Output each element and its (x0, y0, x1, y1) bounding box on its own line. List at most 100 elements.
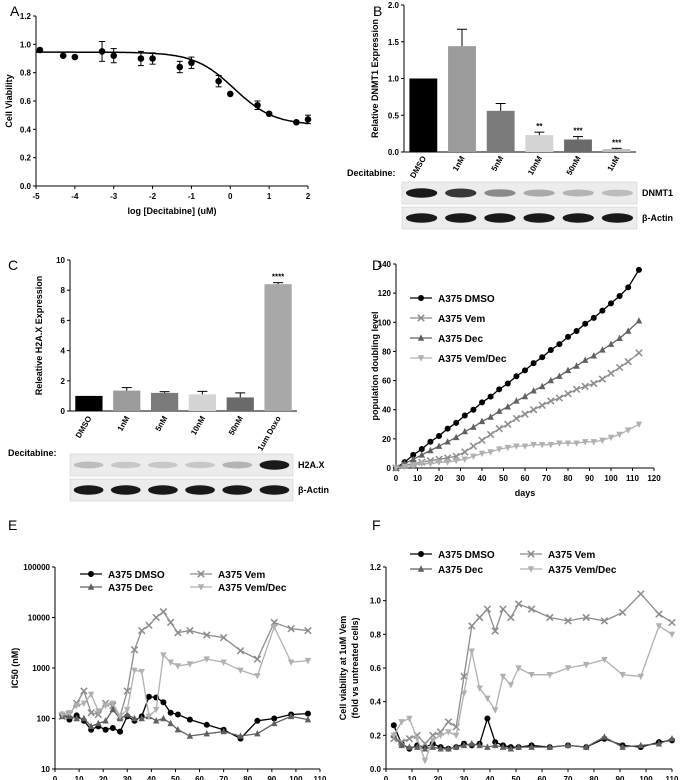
b-bar (602, 149, 631, 152)
d-data-point (470, 423, 477, 430)
c-treatment-label: Decitabine: (8, 448, 57, 458)
f-data-point (619, 672, 626, 679)
e-series-line (62, 625, 309, 718)
f-data-point (583, 661, 590, 669)
a-x-tick-label: -3 (110, 192, 118, 201)
f-data-point (637, 673, 644, 681)
c-blot-band (259, 485, 290, 495)
d-data-point (496, 446, 503, 453)
e-data-point (219, 633, 228, 642)
f-y-tick-label: 0.0 (370, 765, 382, 774)
panel-label-c: C (8, 257, 18, 273)
a-data-point (110, 52, 118, 59)
e-data-point (287, 659, 295, 666)
e-data-point (159, 608, 168, 616)
d-data-point (496, 407, 503, 414)
d-data-point (410, 455, 417, 462)
d-data-point (504, 403, 511, 410)
d-data-point (470, 453, 477, 461)
e-data-point (87, 691, 95, 699)
d-y-axis-label: population doubling level (370, 312, 380, 421)
f-data-point (546, 613, 554, 622)
f-data-point (582, 613, 590, 622)
d-data-point (436, 432, 442, 439)
d-x-tick-label: 10 (413, 474, 422, 483)
e-data-point (186, 661, 194, 668)
e-legend-marker (197, 584, 205, 591)
c-blot-strip (69, 478, 294, 502)
d-data-point (401, 463, 408, 471)
a-y-tick-label: 0.8 (20, 69, 32, 78)
d-legend-marker (418, 295, 424, 301)
d-legend-marker (417, 314, 425, 322)
b-blot-band (601, 213, 634, 223)
f-data-point (546, 672, 553, 679)
a-data-point (226, 90, 234, 98)
e-data-point (138, 668, 145, 676)
f-x-tick-label: 10 (408, 775, 417, 780)
e-data-point (124, 710, 131, 718)
f-data-point (484, 695, 491, 702)
e-data-point (271, 719, 278, 727)
a-y-tick-label: 1.2 (20, 12, 32, 21)
b-significance: *** (573, 127, 583, 136)
f-data-point (414, 736, 421, 743)
e-legend-marker (197, 570, 205, 578)
e-data-point (138, 714, 145, 722)
d-data-point (530, 360, 537, 367)
f-data-point (499, 605, 507, 613)
e-x-tick-label: 80 (243, 775, 252, 780)
a-x-tick-label: -1 (188, 192, 196, 201)
b-blot-band (445, 213, 477, 223)
e-x-tick-label: 90 (267, 775, 276, 780)
d-data-point (513, 373, 520, 380)
d-x-tick-label: 80 (564, 474, 573, 483)
a-data-point (215, 77, 222, 85)
d-y-tick-label: 140 (378, 260, 392, 269)
e-data-point (236, 646, 245, 655)
c-y-axis-label: Releative H2A.X Expression (34, 276, 44, 396)
e-data-point (174, 628, 182, 637)
f-data-point (437, 745, 444, 752)
d-x-tick-label: 60 (521, 474, 530, 483)
e-legend-marker (88, 571, 94, 577)
c-blot-strip (69, 453, 294, 477)
e-data-point (174, 711, 181, 718)
d-x-tick-label: 100 (604, 474, 618, 483)
d-data-point (478, 417, 486, 425)
e-data-point (287, 624, 295, 633)
e-data-point (152, 613, 160, 622)
c-category-label: 1um Doxo (256, 414, 283, 452)
d-data-point (512, 414, 521, 423)
a-x-tick-label: -2 (149, 192, 157, 201)
f-data-point (445, 729, 452, 736)
f-data-point (460, 741, 468, 749)
b-blot-label: β-Actin (642, 213, 673, 223)
f-data-point (405, 734, 414, 743)
e-data-point (203, 656, 210, 663)
f-series-line (393, 624, 673, 763)
d-data-point (487, 413, 494, 420)
c-bar (113, 390, 141, 411)
d-data-point (496, 386, 503, 393)
e-data-point (80, 687, 88, 695)
e-data-point (167, 659, 174, 666)
d-data-point (616, 293, 623, 300)
f-data-point (421, 740, 429, 748)
d-data-point (555, 394, 564, 402)
e-data-point (186, 626, 194, 635)
c-blot-band (185, 461, 215, 469)
d-data-point (487, 449, 494, 456)
d-data-point (435, 442, 443, 449)
b-blot-label: DNMT1 (642, 188, 673, 198)
d-legend-marker (417, 355, 425, 362)
d-data-point (582, 356, 589, 363)
d-legend-marker (417, 334, 425, 341)
c-y-tick-label: 10 (56, 256, 65, 265)
d-data-point (435, 459, 443, 466)
b-y-axis-label: Relative DNMT1 Expression (370, 19, 380, 138)
f-data-point (398, 719, 405, 726)
f-data-point (618, 608, 627, 617)
a-y-tick-label: 0.4 (20, 125, 32, 134)
